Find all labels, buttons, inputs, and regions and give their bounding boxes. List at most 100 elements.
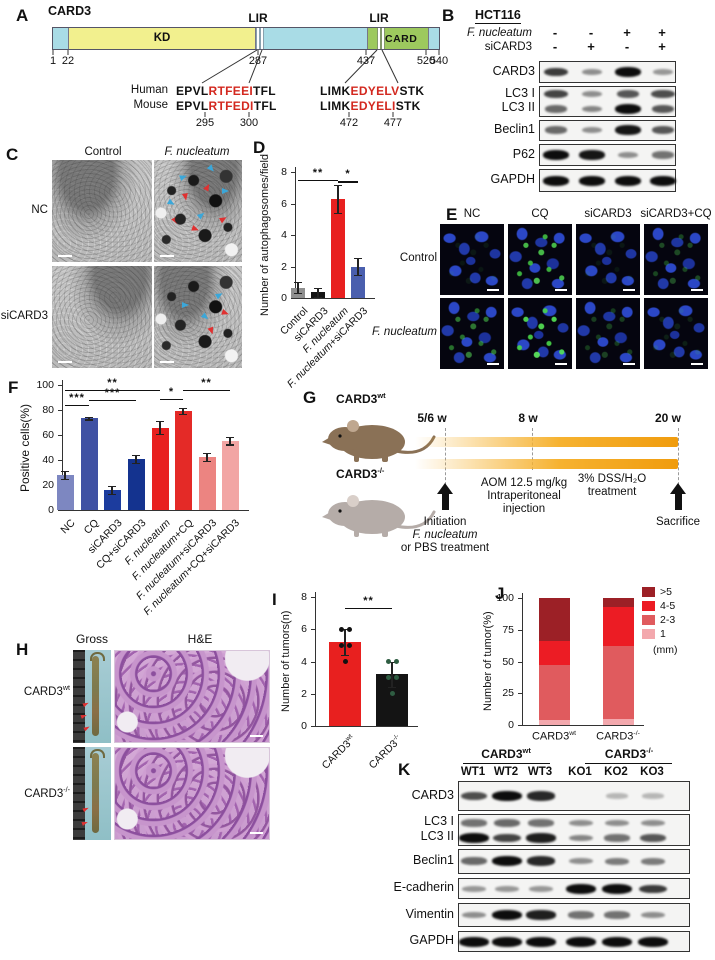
seq-pre: LIMK [320,99,351,113]
band [651,126,675,134]
seq-motif: EDYELI [350,99,396,113]
panel-h: H Gross H&E CARD3wt CARD3-/- [0,628,290,858]
error-bar [317,287,319,298]
fluor-image-fn-sicard3-cq [644,298,708,369]
data-point [389,691,395,697]
condition-name: siCARD3 [484,41,532,53]
error-cap [314,297,322,299]
human-motif-2: LIMKEDYELVSTK [320,84,424,98]
y-tick-label: 0 [301,720,307,732]
column-header: F. nucleatum [164,146,230,158]
red-arrow-icon [80,713,88,719]
band [461,819,487,827]
band [526,833,556,843]
band [604,911,630,919]
column-header: siCARD3 [584,208,632,220]
aom-line1: AOM 12.5 mg/kg [480,477,568,489]
stacked-segment [538,665,570,720]
mouse-ko-label: CARD3-/- [336,466,385,481]
row-header: NC [31,204,48,216]
band [462,911,486,919]
seq-post: TFL [253,99,277,113]
bar [221,440,239,510]
band [566,884,596,894]
band [528,819,554,827]
data-point [385,675,391,681]
stacked-segment [602,598,634,607]
motif-position-label: 295 [195,117,215,129]
lane-label: WT2 [493,766,519,778]
band [569,857,593,865]
legend-label: 4-5 [660,600,676,612]
band [581,68,603,76]
condition-value: - [552,25,558,40]
protein-domain-bar: KD CARD [52,27,440,50]
timepoint-3: 20 w [654,411,681,425]
band [581,90,603,98]
panel-a-label: A [16,6,29,25]
initiation-line2: F. nucleatum [412,529,478,541]
genotype-group-label: CARD3wt [481,746,531,761]
blot-target-label: Vimentin [405,907,454,921]
band [581,126,603,134]
fluor-image-fn-cq [508,298,572,369]
band [605,819,629,827]
error-bar [357,257,359,276]
scale-bar [691,363,703,365]
error-cap [341,655,349,657]
card-label: CARD [385,33,418,45]
panel-c-label: C [6,145,19,164]
seq-pre: EPVL [176,99,209,113]
blot-target-label: GAPDH [490,172,535,186]
scale-bar [691,289,703,291]
dss-line1: 3% DSS/H₂O [577,473,647,485]
panel-d-label: D [253,138,266,157]
red-arrow-icon [203,182,212,192]
band [544,126,568,134]
y-tick [311,661,315,663]
error-cap [314,287,322,289]
error-cap [132,462,140,464]
column-header: Gross [75,632,108,646]
mouse-ko-illustration [322,495,436,537]
band [617,151,639,159]
seq-pre: EPVL [176,84,209,98]
y-tick [58,510,62,512]
sig-label: ** [312,166,324,179]
data-point [393,659,399,664]
aom-line3: injection [502,503,546,515]
condition-value: + [658,39,666,54]
scale-bar [623,363,635,365]
fluor-image-fn-nc [440,298,504,369]
species-human: Human [130,84,168,96]
blot-target-label: LC3 I [424,814,454,828]
sig-line [345,608,392,610]
blue-arrow-icon [200,312,211,322]
lir-site-mark [378,28,380,49]
band [604,834,630,842]
x-tick-label: NC [58,517,78,537]
band [492,910,522,920]
y-tick-label: 40 [42,454,54,466]
red-arrow-icon [82,700,90,708]
band [638,937,668,947]
stacked-segment [538,641,570,666]
band [606,793,628,799]
blue-arrow-icon [214,290,225,300]
legend-swatch [642,601,655,611]
blot-box [458,903,690,927]
y-tick-label: 25 [502,687,514,700]
legend-label: 1 [660,628,666,640]
band [492,937,522,947]
data-point [338,642,344,648]
error-cap [354,257,362,260]
scale-bar [487,363,499,365]
y-tick [58,435,62,437]
legend-swatch [642,587,655,597]
gross-image-ko [73,747,111,840]
lir-site-mark [261,28,263,49]
band [604,857,630,865]
domain-position-label: 22 [61,55,75,67]
condition-value: + [658,25,666,40]
error-cap [203,461,211,463]
